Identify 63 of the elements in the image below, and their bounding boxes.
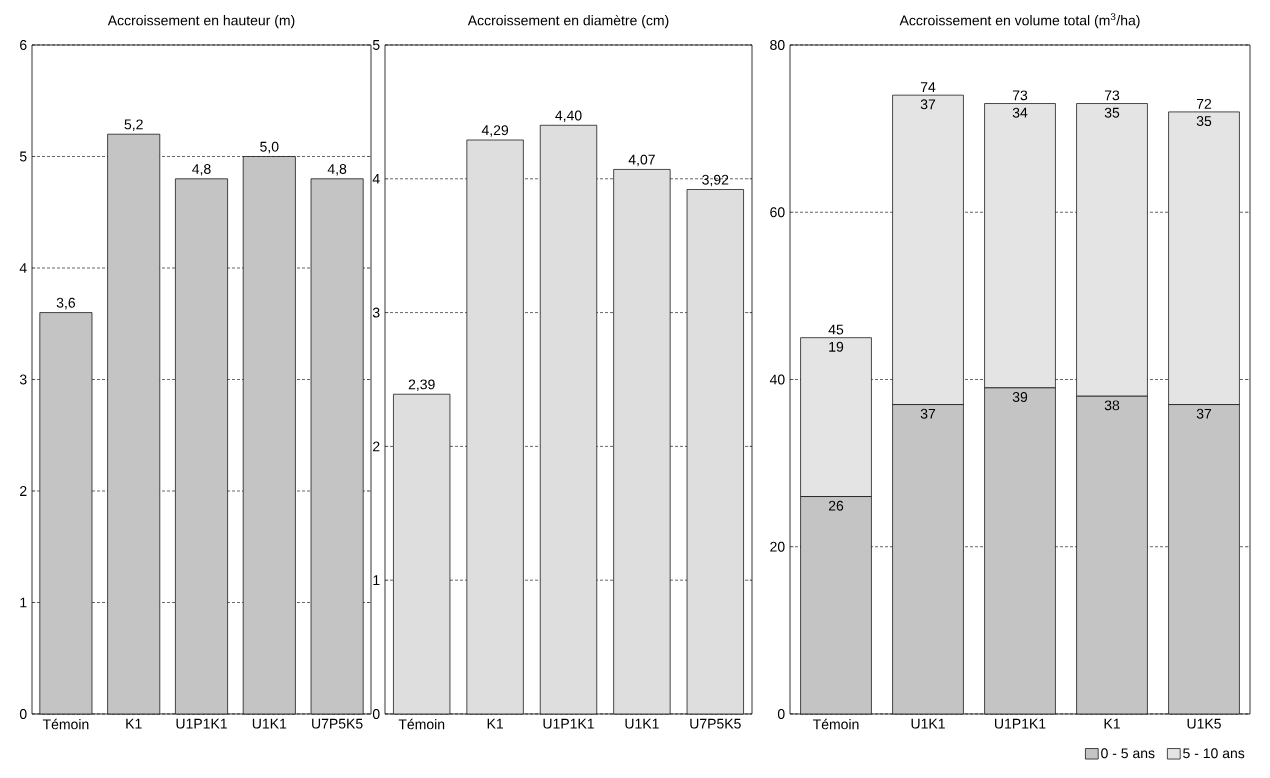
chart-title: Accroissement en volume total (m$^{3}$/ha) <box>899 13 1140 29</box>
x-tick-label: Témoin <box>812 718 859 730</box>
y-tick-label: 2 <box>373 441 380 452</box>
data-label: 4,8 <box>327 164 347 176</box>
x-tick-label: U1P1K1 <box>995 718 1046 729</box>
y-tick-label: 20 <box>770 541 785 552</box>
y-tick-label: 3 <box>19 374 27 385</box>
x-tick-label: U1K1 <box>911 718 945 729</box>
legend-label: 5 - 10 ans <box>1183 748 1245 759</box>
data-label: 34 <box>1012 107 1028 118</box>
y-tick-label: 1 <box>20 597 27 608</box>
data-label: 19 <box>829 341 844 352</box>
y-tick-label: 1 <box>373 575 380 585</box>
x-tick-label: K1 <box>1104 718 1120 729</box>
y-tick-label: 3 <box>372 307 380 318</box>
data-label: 4,07 <box>628 154 655 167</box>
data-label: 37 <box>1196 408 1212 419</box>
x-tick-label: U7P5K5 <box>312 718 363 729</box>
data-label: 3,6 <box>56 297 76 310</box>
x-tick-label: U1K5 <box>1187 718 1221 729</box>
y-tick-label: 0 <box>19 709 27 719</box>
data-label: 4,29 <box>481 125 509 137</box>
data-label: 26 <box>828 500 844 511</box>
chart-title: Accroissement en hauteur (m) <box>107 15 295 29</box>
legend-label: 0 - 5 ans <box>1101 748 1155 759</box>
x-tick-label: U1P1K1 <box>176 718 227 729</box>
x-tick-label: U1P1K1 <box>543 718 594 729</box>
y-tick-label: 80 <box>770 40 785 50</box>
data-label: 38 <box>1104 400 1120 411</box>
y-tick-label: 5 <box>372 40 380 50</box>
x-tick-label: Témoin <box>398 718 445 730</box>
chart-title: Accroissement en diamètre (cm) <box>467 14 669 29</box>
y-tick-label: 5 <box>19 151 27 162</box>
x-tick-label: K1 <box>487 718 503 729</box>
data-label: 37 <box>920 99 936 110</box>
x-tick-label: U1K1 <box>252 718 287 729</box>
x-tick-label: U7P5K5 <box>690 718 741 729</box>
x-tick-label: K1 <box>126 718 142 729</box>
data-label: 2,39 <box>408 379 435 391</box>
y-tick-label: 40 <box>769 374 785 385</box>
total-label: 74 <box>920 82 936 92</box>
total-label: 73 <box>1012 90 1028 101</box>
total-label: 45 <box>828 324 844 335</box>
data-label: 35 <box>1104 107 1120 118</box>
data-label: 5,0 <box>260 141 279 154</box>
x-tick-label: Témoin <box>42 718 89 730</box>
data-label: 4,40 <box>555 110 582 123</box>
data-label: 5,2 <box>124 119 143 131</box>
data-label: 4,8 <box>192 164 211 176</box>
x-tick-label: U1K1 <box>625 718 659 729</box>
data-label: 3,92 <box>702 174 729 187</box>
total-label: 72 <box>1196 98 1212 109</box>
y-tick-label: 0 <box>372 709 380 719</box>
data-label: 39 <box>1012 392 1028 402</box>
data-label: 35 <box>1196 116 1212 127</box>
total-label: 73 <box>1104 90 1120 101</box>
y-tick-label: 0 <box>777 709 785 719</box>
y-tick-label: 4 <box>19 263 27 273</box>
y-tick-label: 2 <box>20 486 27 496</box>
y-tick-label: 6 <box>20 40 27 50</box>
y-tick-label: 60 <box>770 207 785 218</box>
data-label: 37 <box>920 408 936 419</box>
y-tick-label: 4 <box>372 173 380 184</box>
